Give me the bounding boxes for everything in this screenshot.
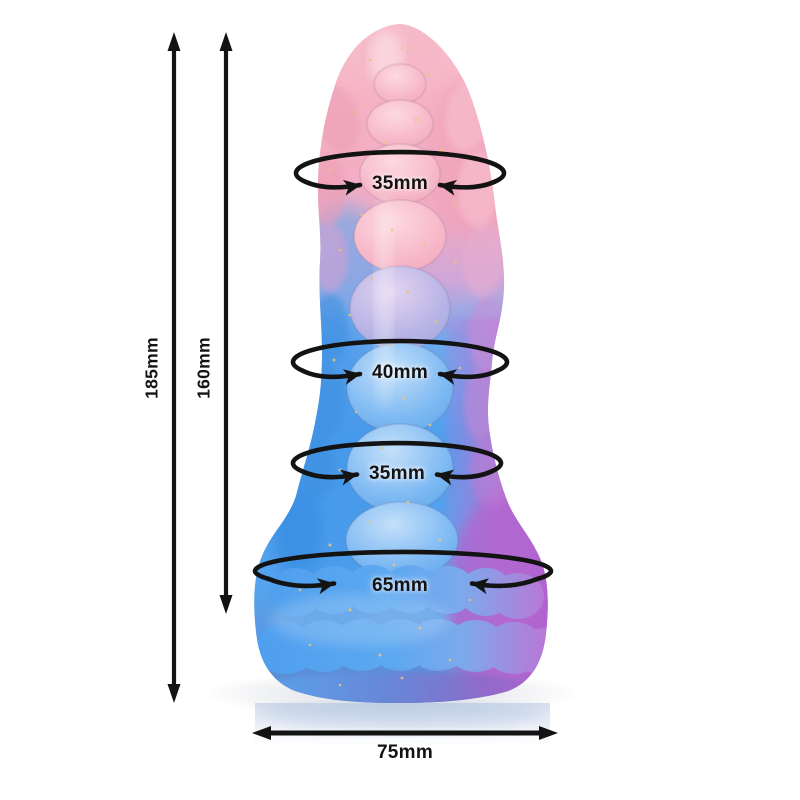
height-line-160 <box>219 32 233 614</box>
girth-ring-2 <box>290 338 510 385</box>
girth-label-2: 40mm <box>371 362 429 383</box>
girth-label-4: 65mm <box>371 575 429 596</box>
girth-ring-1 <box>293 149 507 196</box>
base-width-label: 75mm <box>376 742 434 763</box>
height-line-185 <box>167 32 181 703</box>
girth-label-1: 35mm <box>371 173 429 194</box>
height-label-total: 185mm <box>141 337 162 399</box>
height-label-upper: 160mm <box>193 337 214 399</box>
girth-label-3: 35mm <box>368 463 426 484</box>
base-width-arrow <box>252 726 558 740</box>
girth-ring-4 <box>252 549 554 595</box>
girth-ring-3 <box>290 440 504 486</box>
